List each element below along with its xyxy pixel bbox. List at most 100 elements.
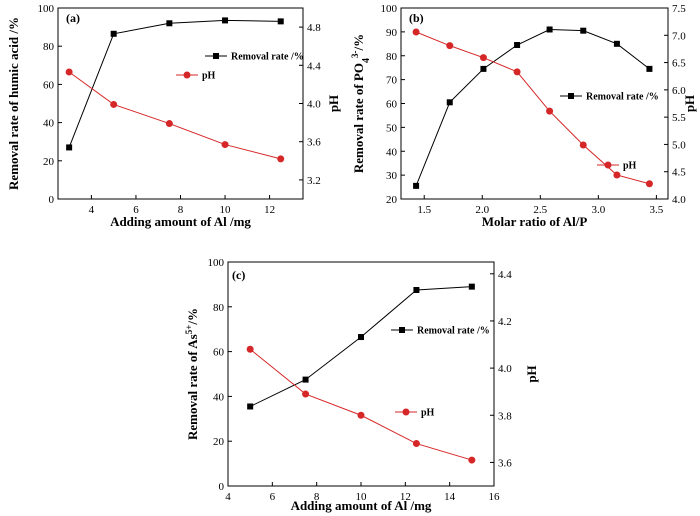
data-point-ph	[546, 107, 554, 115]
x-tick-label: 6	[133, 204, 139, 216]
series-line-removal-rate	[68, 19, 281, 148]
chart-panel-1: 4 6 8 10 12 0 20 40 60 80 100 3.2 3.6 4.0 4.4 4.8 (a) Add…	[6, 3, 341, 229]
y-tick-label: 20	[386, 194, 398, 206]
x-tick-label: 14	[444, 491, 456, 503]
data-point-ph	[65, 68, 73, 76]
data-point-removal-rate	[468, 283, 475, 290]
y2-tick-label: 3.6	[307, 137, 321, 149]
series-line-ph	[249, 348, 472, 461]
y-tick-label: 60	[43, 79, 55, 91]
x-tick-label: 8	[178, 204, 184, 216]
legend-label: Removal rate /%	[231, 52, 304, 63]
y-axis-label: Removal rate of As5+/%	[184, 308, 200, 440]
y-tick-label: 90	[386, 27, 398, 39]
y2-axis-label: pH	[326, 95, 341, 112]
y2-tick-label: 5.5	[672, 112, 686, 124]
legend-label: pH	[421, 408, 435, 419]
data-point-removal-rate	[247, 403, 254, 410]
x-tick-label: 16	[489, 491, 501, 503]
legend-label: Removal rate /%	[586, 92, 659, 103]
data-point-ph	[412, 28, 420, 36]
legend-label: pH	[623, 161, 637, 172]
panel-label: (b)	[409, 11, 424, 25]
y2-axis-label: pH	[682, 95, 697, 112]
panel-label: (c)	[232, 268, 245, 282]
data-point-ph	[513, 68, 521, 76]
y-tick-label: 60	[213, 347, 225, 359]
y2-tick-label: 4.0	[672, 194, 686, 206]
y-tick-label: 30	[386, 170, 398, 182]
y-tick-label: 100	[38, 3, 55, 15]
x-tick-label: 4	[225, 491, 231, 503]
y2-tick-label: 3.8	[498, 410, 512, 422]
data-point-removal-rate	[613, 40, 620, 47]
y2-tick-label: 6.0	[672, 85, 686, 97]
x-tick-label: 3.5	[650, 204, 664, 216]
y-tick-label: 80	[386, 51, 398, 63]
y2-tick-label: 6.5	[672, 58, 686, 70]
data-point-ph	[579, 141, 587, 149]
y-tick-label: 40	[386, 146, 398, 158]
data-point-removal-rate	[546, 26, 553, 33]
y2-tick-label: 3.2	[307, 175, 321, 187]
x-tick-label: 2.5	[533, 204, 547, 216]
series-line-ph	[68, 71, 281, 160]
x-tick-label: 10	[220, 204, 232, 216]
data-point-ph	[446, 42, 454, 50]
y-tick-label: 0	[219, 481, 225, 493]
y2-axis-label: pH	[524, 365, 539, 382]
y2-tick-label: 5.0	[672, 139, 686, 151]
y-tick-label: 40	[43, 118, 55, 130]
data-point-removal-rate	[413, 182, 420, 189]
x-axis-label: Adding amount of Al /mg	[110, 214, 251, 229]
x-tick-label: 2.0	[475, 204, 489, 216]
y-axis-label: Removal rate of PO43-/%	[350, 34, 372, 173]
chart-panel-2: 1.5 2.0 2.5 3.0 3.5 20 30 40 50 60 70 80 90 100 4.0 4.5…	[350, 3, 697, 229]
x-tick-label: 6	[270, 491, 276, 503]
data-point-ph	[165, 120, 173, 128]
y2-tick-label: 4.0	[498, 363, 512, 375]
legend-marker-circle	[604, 161, 612, 169]
series-line-removal-rate	[249, 286, 472, 407]
data-point-removal-rate	[222, 17, 229, 24]
legend-label: Removal rate /%	[417, 326, 490, 337]
chart-panel-3: 4 6 8 10 12 14 16 0 20 40 60 80 100 3.6 3.8 4.0 4.2 4.4 (c…	[184, 257, 539, 513]
legend-marker-circle	[402, 408, 410, 416]
y-tick-label: 20	[43, 156, 55, 168]
legend-marker-square	[213, 53, 219, 59]
data-point-removal-rate	[446, 99, 453, 106]
y-axis-label: Removal rate of humic acid /%	[6, 17, 21, 190]
y-tick-label: 80	[43, 41, 55, 53]
y-tick-label: 70	[386, 75, 398, 87]
y2-tick-label: 3.6	[498, 457, 512, 469]
data-point-ph	[357, 411, 365, 419]
legend-marker-square	[399, 327, 405, 333]
x-tick-label: 1.5	[417, 204, 431, 216]
data-point-removal-rate	[514, 42, 521, 49]
x-tick-label: 10	[356, 491, 368, 503]
data-point-ph	[110, 100, 118, 108]
y-tick-label: 80	[213, 302, 225, 314]
y-tick-label: 100	[381, 3, 398, 15]
y2-tick-label: 4.5	[672, 167, 686, 179]
legend-label: pH	[202, 71, 216, 82]
x-tick-label: 8	[314, 491, 320, 503]
data-point-ph	[468, 456, 476, 464]
data-point-ph	[302, 390, 310, 398]
data-point-removal-rate	[480, 65, 487, 72]
series-line-removal-rate	[415, 28, 650, 187]
plot-frame	[227, 261, 495, 487]
y2-tick-label: 7.0	[672, 30, 686, 42]
data-point-ph	[412, 440, 420, 448]
x-tick-label: 12	[264, 204, 275, 216]
data-point-ph	[221, 141, 229, 149]
data-point-ph	[479, 54, 487, 62]
legend-marker-square	[568, 93, 574, 99]
y2-tick-label: 4.4	[498, 269, 512, 281]
y2-tick-label: 4.8	[307, 22, 321, 34]
data-point-ph	[277, 155, 285, 163]
x-axis-label: Molar ratio of Al/P	[482, 214, 588, 229]
y-tick-label: 60	[386, 99, 398, 111]
x-tick-label: 3.0	[591, 204, 605, 216]
y-tick-label: 0	[49, 194, 55, 206]
